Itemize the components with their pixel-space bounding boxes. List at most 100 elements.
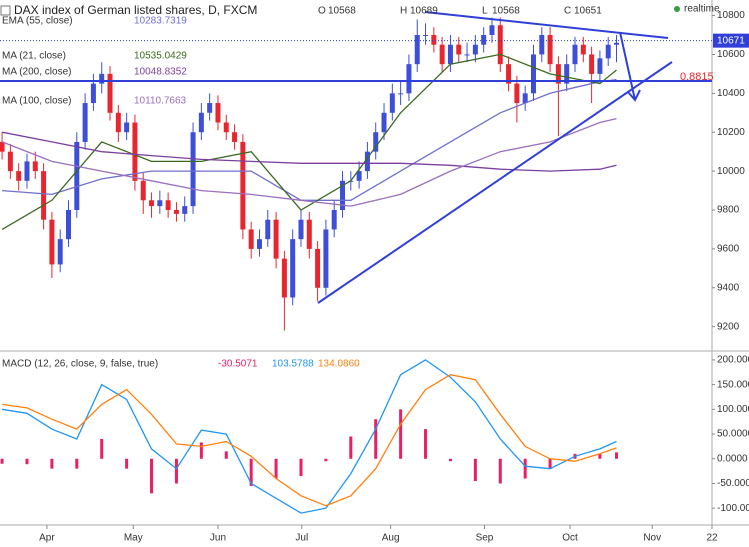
- candle-body: [514, 83, 520, 104]
- candle-body: [431, 35, 437, 45]
- y-tick-label: 150.0000: [717, 379, 749, 390]
- candle-body: [232, 132, 238, 142]
- indicator-line: [1, 131, 617, 172]
- y-tick-label: 10200: [717, 127, 745, 138]
- candle-body: [614, 42, 620, 45]
- histogram-bar: [224, 451, 228, 459]
- histogram-bar: [349, 436, 353, 459]
- candle-body: [41, 171, 47, 220]
- candle-body: [149, 200, 155, 207]
- candle-body: [323, 229, 329, 288]
- candle-body: [497, 25, 503, 65]
- candle-body: [281, 258, 287, 298]
- trend-line: [424, 11, 669, 39]
- candle-body: [74, 141, 80, 210]
- candle-body: [182, 206, 188, 214]
- candle-body: [506, 64, 512, 84]
- candle-body: [597, 58, 603, 74]
- candle-body: [373, 132, 379, 152]
- ohlc-value: 10568: [492, 6, 520, 17]
- legend-value: 103.5788: [272, 359, 314, 370]
- candle-body: [248, 229, 254, 249]
- candle-body: [140, 180, 146, 201]
- candle-body: [7, 151, 13, 172]
- histogram-bar: [25, 458, 29, 465]
- histogram-bar: [50, 458, 54, 469]
- histogram-bar: [523, 458, 527, 479]
- candle-body: [489, 25, 495, 35]
- y-tick-label: 10600: [717, 49, 745, 60]
- candle-body: [306, 219, 312, 249]
- candle-body: [605, 44, 611, 59]
- collapse-icon[interactable]: [0, 5, 11, 16]
- legend: DAX index of German listed shares, D, FX…: [0, 3, 720, 370]
- candle-body: [406, 64, 412, 94]
- y-tick-label: 10000: [717, 166, 745, 177]
- ohlc-label: C: [564, 6, 571, 17]
- candle-body: [66, 210, 72, 240]
- candle-body: [439, 44, 445, 65]
- y-tick-label: 10800: [717, 10, 745, 21]
- candle-body: [49, 219, 55, 265]
- legend-value: 10110.7663: [134, 96, 187, 107]
- y-tick-label: -100.0000: [717, 503, 749, 514]
- candle-body: [522, 93, 528, 104]
- ohlc-label: H: [400, 6, 407, 17]
- candle-body: [0, 141, 5, 152]
- candle-body: [16, 171, 22, 181]
- status-dot: [674, 6, 680, 12]
- histogram-bar: [374, 419, 378, 459]
- legend-name: MA (21, close): [2, 51, 66, 62]
- y-tick-label: 9200: [717, 321, 740, 332]
- x-tick-label: Aug: [382, 533, 400, 544]
- candle-body: [356, 171, 362, 181]
- ohlc-label: O: [318, 6, 326, 17]
- macd-panel: 200.0000 150.0000 100.0000 50.0000 0.0000 -50…: [0, 355, 749, 514]
- candle-body: [24, 161, 30, 181]
- histogram-bar: [473, 458, 477, 482]
- candle-body: [115, 112, 121, 133]
- histogram-bar: [274, 458, 278, 479]
- legend-value: 10283.7319: [134, 16, 187, 27]
- x-tick-label: Jun: [210, 533, 226, 544]
- candle-body: [190, 132, 196, 207]
- candle-body: [57, 239, 63, 265]
- status: realtime: [684, 4, 720, 15]
- last-price-badge: [713, 33, 749, 48]
- indicator-line: [1, 53, 617, 230]
- candle-body: [456, 44, 462, 55]
- histogram-bar: [125, 458, 129, 469]
- annotation: 0.8815: [680, 71, 714, 83]
- candle-body: [298, 219, 304, 240]
- macd-line: [2, 374, 617, 507]
- candle-body: [481, 35, 487, 45]
- histogram-bar: [299, 458, 303, 477]
- histogram-bar: [548, 458, 552, 469]
- indicator-line: [1, 117, 617, 207]
- histogram-bar: [100, 438, 104, 459]
- histogram-bar: [598, 453, 602, 459]
- drawings: 0.8815: [0, 11, 714, 304]
- ohlc-value: 10689: [410, 6, 438, 17]
- candle-body: [207, 103, 213, 113]
- legend-value: 134.0860: [318, 359, 360, 370]
- price-panel: 10800 10600 10400 10200 10000 9800 9600 9400 920…: [0, 10, 749, 332]
- histogram-bar: [424, 429, 428, 459]
- y-tick-label: 200.0000: [717, 355, 749, 366]
- candle-body: [539, 35, 545, 55]
- histogram-bar: [249, 458, 253, 486]
- candle-body: [447, 44, 453, 65]
- ohlc-value: 10651: [574, 6, 602, 17]
- y-tick-label: 100.0000: [717, 404, 749, 415]
- candle-body: [398, 93, 404, 95]
- legend-name: MA (100, close): [2, 96, 71, 107]
- macd-title: MACD (12, 26, close, 9, false, true): [2, 359, 158, 370]
- y-tick-label: 9400: [717, 282, 740, 293]
- histogram-bar: [0, 458, 4, 464]
- candle-body: [256, 239, 262, 249]
- histogram-bar: [324, 458, 328, 462]
- candle-body: [564, 64, 570, 84]
- candle-body: [423, 35, 429, 36]
- x-tick-label: 22: [706, 533, 718, 544]
